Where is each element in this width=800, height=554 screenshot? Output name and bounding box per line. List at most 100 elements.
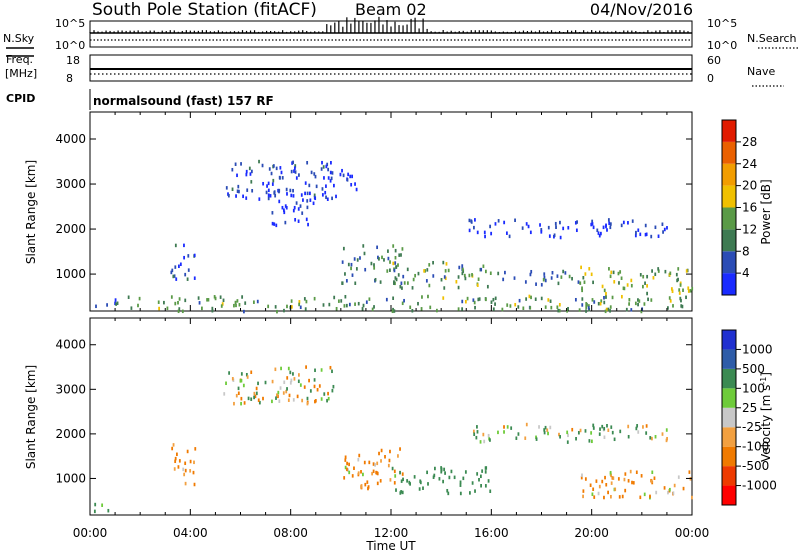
- ytick-label: 2000: [55, 427, 86, 441]
- data-cell: [94, 502, 97, 507]
- data-cell: [283, 208, 285, 212]
- data-cell: [231, 376, 234, 381]
- data-cell: [477, 277, 480, 281]
- data-cell: [320, 368, 323, 372]
- data-cell: [323, 176, 325, 180]
- data-cell: [323, 392, 326, 396]
- data-cell: [484, 466, 487, 470]
- data-cell: [270, 171, 273, 176]
- data-cell: [297, 207, 300, 211]
- data-cell: [592, 280, 594, 285]
- data-cell: [365, 300, 368, 304]
- data-cell: [644, 223, 647, 228]
- data-cell: [582, 489, 585, 493]
- data-cell: [599, 231, 602, 236]
- data-cell: [268, 167, 271, 171]
- data-cell: [473, 300, 476, 305]
- data-cell: [372, 469, 375, 474]
- data-cell: [556, 274, 559, 278]
- data-cell: [250, 397, 253, 401]
- beam-title: Beam 02: [355, 0, 427, 19]
- data-cell: [173, 274, 176, 278]
- power-colorbar-label: Power [dB]: [759, 179, 773, 244]
- data-cell: [644, 232, 647, 237]
- data-cell: [608, 221, 611, 226]
- data-cell: [357, 457, 360, 462]
- data-cell: [597, 301, 600, 306]
- data-cell: [255, 386, 258, 391]
- data-cell: [462, 476, 465, 481]
- data-cell: [677, 475, 680, 479]
- ytick-label: 4000: [55, 132, 86, 146]
- data-cell: [347, 262, 350, 267]
- data-cell: [580, 475, 583, 480]
- data-cell: [376, 481, 379, 486]
- power-ylabel: Slant Range [km]: [24, 160, 38, 264]
- data-cell: [207, 298, 210, 302]
- data-cell: [379, 479, 382, 483]
- data-cell: [313, 384, 316, 389]
- data-cell: [250, 180, 253, 184]
- data-cell: [624, 472, 627, 476]
- data-cell: [301, 398, 304, 403]
- data-cell: [484, 470, 487, 474]
- data-cell: [342, 173, 345, 178]
- data-cell: [489, 271, 492, 275]
- data-cell: [189, 469, 192, 473]
- data-cell: [368, 460, 371, 465]
- data-cell: [522, 306, 525, 310]
- data-cell: [590, 222, 593, 227]
- data-cell: [339, 172, 342, 177]
- data-cell: [310, 170, 313, 175]
- data-cell: [289, 370, 292, 375]
- data-cell: [267, 196, 270, 201]
- data-cell: [604, 309, 607, 314]
- data-cell: [395, 265, 397, 269]
- data-cell: [235, 303, 237, 308]
- data-cell: [392, 296, 395, 300]
- data-cell: [654, 272, 657, 277]
- data-cell: [691, 495, 693, 500]
- data-cell: [271, 379, 274, 384]
- data-cell: [689, 289, 692, 293]
- data-cell: [116, 301, 119, 305]
- data-cell: [392, 244, 395, 248]
- data-cell: [306, 205, 309, 210]
- data-cell: [489, 224, 492, 229]
- data-cell: [630, 308, 633, 312]
- data-cell: [371, 307, 374, 312]
- velocity-panel: 1000 2000 3000 4000 00:00 04:00 08:00 12:00 16:…: [24, 317, 709, 553]
- data-cell: [605, 291, 607, 296]
- data-cell: [294, 164, 297, 168]
- data-cell: [613, 437, 616, 442]
- data-cell: [409, 482, 411, 486]
- data-cell: [341, 281, 344, 285]
- data-cell: [477, 297, 480, 302]
- data-cell: [401, 247, 404, 251]
- colorbar-cell: [722, 229, 736, 252]
- data-cell: [384, 455, 386, 459]
- data-cell: [313, 172, 316, 176]
- data-cell: [285, 389, 288, 394]
- data-cell: [521, 226, 524, 230]
- nsearch-tick-low: 10^0: [707, 39, 737, 52]
- data-cell: [611, 295, 614, 300]
- data-cell: [426, 268, 429, 272]
- data-cell: [238, 189, 240, 194]
- data-cell: [374, 277, 377, 282]
- data-cell: [651, 470, 654, 475]
- data-cell: [471, 273, 473, 277]
- data-cell: [591, 222, 594, 226]
- data-cell: [271, 221, 274, 226]
- data-cell: [626, 283, 629, 287]
- data-cell: [547, 431, 549, 436]
- data-cell: [318, 384, 321, 388]
- data-cell: [585, 305, 588, 309]
- data-cell: [273, 190, 276, 194]
- data-cell: [326, 162, 329, 167]
- data-cell: [444, 269, 447, 273]
- data-cell: [322, 165, 325, 169]
- data-cell: [400, 253, 402, 257]
- data-cell: [264, 380, 267, 385]
- data-cell: [355, 187, 358, 192]
